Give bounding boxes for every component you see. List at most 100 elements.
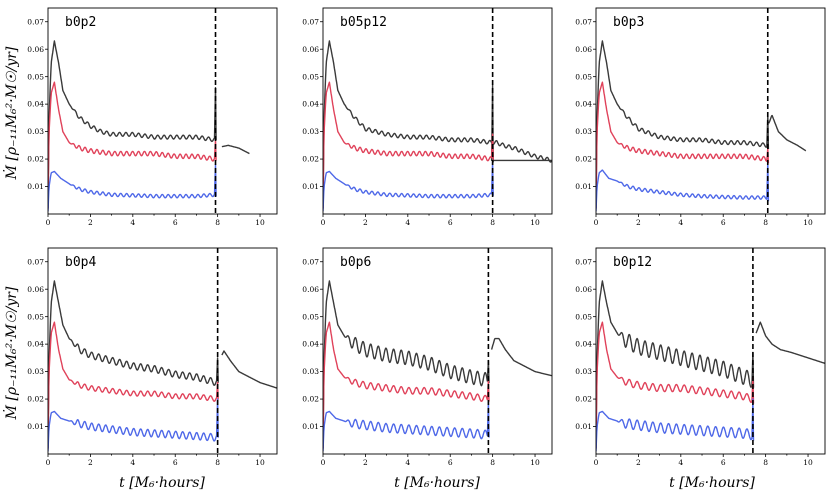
x-axis-title-center: t [M₆·hours] [394,475,480,491]
y-tick-label: 0.02 [302,155,319,164]
series-red-line [323,321,490,449]
series-blue-line [48,163,217,212]
x-tick-label: 10 [803,458,813,467]
x-tick-label: 4 [678,218,683,227]
x-tick-label: 6 [721,218,726,227]
axes-frame [322,247,553,455]
series-blue-line [596,161,770,212]
x-tick-label: 2 [363,218,368,227]
x-tick-label: 0 [321,458,326,467]
x-tick-label: 10 [255,458,265,467]
x-tick-label: 2 [88,458,93,467]
x-tick-label: 8 [763,218,768,227]
series-total-line [323,280,490,449]
y-tick-label: 0.05 [575,72,592,81]
x-tick-label: 10 [530,218,540,227]
x-tick-label: 8 [215,458,220,467]
axes-frame [595,7,826,215]
x-tick-label: 8 [490,218,495,227]
y-tick-label: 0.05 [302,72,319,81]
y-axis-title-bottom: Ṁ [ρ₋₁₁M₆²·M☉/yr] [2,286,20,420]
y-tick-label: 0.06 [575,45,592,54]
panel-b0p12: 0 2 4 6 8 10 0.01 0.02 0.03 0.04 0.05 0.06 0.07 b0p12 [575,247,826,467]
series-red-line [323,81,494,209]
y-tick-label: 0.03 [27,127,44,136]
y-tick-label: 0.01 [575,422,592,431]
series-total_after-line [768,114,807,152]
axes-frame [47,7,278,215]
axes-frame [47,247,278,455]
x-tick-label: 4 [678,458,683,467]
y-tick-label: 0.05 [302,312,319,321]
plot-area [323,8,552,214]
y-tick-label: 0.03 [27,367,44,376]
y-tick-label: 0.03 [575,367,592,376]
y-tick-label: 0.05 [27,312,44,321]
x-tick-label: 8 [215,218,220,227]
panel-label: b0p6 [340,255,371,270]
x-tick-label: 10 [530,458,540,467]
x-tick-label: 6 [173,218,178,227]
y-tick-label: 0.02 [575,155,592,164]
x-tick-label: 8 [490,458,495,467]
plot-area [596,8,807,214]
x-tick-label: 6 [173,458,178,467]
x-tick-label: 2 [363,458,368,467]
x-tick-label: 10 [803,218,813,227]
y-tick-label: 0.02 [27,395,44,404]
y-tick-label: 0.06 [302,285,319,294]
plot-area [48,8,250,214]
y-tick-label: 0.01 [575,182,592,191]
panel-b0p2: 0 2 4 6 8 10 0.01 0.02 0.03 0.04 0.05 0.06 0.07 b0p2 [27,7,278,227]
x-tick-label: 4 [405,218,410,227]
x-tick-label: 6 [721,458,726,467]
x-tick-label: 0 [321,218,326,227]
x-tick-label: 2 [636,218,641,227]
x-tick-label: 0 [594,458,599,467]
panel-label: b0p12 [613,255,652,270]
x-tick-label: 4 [130,458,135,467]
y-axis-title-top: Ṁ [ρ₋₁₁M₆²·M☉/yr] [2,46,20,180]
x-axis-title-right: t [M₆·hours] [669,475,755,491]
y-tick-label: 0.04 [575,100,592,109]
y-tick-label: 0.04 [575,340,592,349]
series-total_after-line [221,144,250,155]
y-tick-label: 0.04 [302,100,319,109]
y-tick-label: 0.02 [27,155,44,164]
y-tick-label: 0.04 [27,100,44,109]
series-blue-line [323,401,490,452]
y-tick-label: 0.07 [302,257,319,266]
x-tick-label: 0 [46,218,51,227]
y-tick-label: 0.01 [27,182,44,191]
panel-label: b0p4 [65,255,96,270]
panel-b0p3: 0 2 4 6 8 10 0.01 0.02 0.03 0.04 0.05 0.06 0.07 b0p3 [575,7,826,227]
series-total_after-line [755,321,825,365]
y-tick-label: 0.01 [302,422,319,431]
y-tick-label: 0.03 [575,127,592,136]
series-red-line [48,321,219,449]
series-blue-line [48,398,219,452]
panel-label: b0p2 [65,15,96,30]
series-total-line [48,40,217,209]
y-tick-label: 0.07 [302,17,319,26]
panel-label: b05p12 [340,15,387,30]
axes-frame [595,247,826,455]
series-total-line [48,280,219,449]
y-tick-label: 0.01 [302,182,319,191]
y-tick-label: 0.05 [575,312,592,321]
panel-b0p6: 0 2 4 6 8 10 0.01 0.02 0.03 0.04 0.05 0.06 0.07 b0p6 [302,247,553,467]
y-tick-label: 0.05 [27,72,44,81]
y-tick-label: 0.06 [575,285,592,294]
axes-frame [322,7,553,215]
y-tick-label: 0.03 [302,367,319,376]
y-tick-label: 0.06 [27,45,44,54]
y-tick-label: 0.07 [575,17,592,26]
plot-area [48,248,277,454]
x-tick-label: 4 [405,458,410,467]
x-tick-label: 6 [448,458,453,467]
y-tick-label: 0.02 [302,395,319,404]
x-tick-label: 2 [88,218,93,227]
series-red-line [596,81,770,209]
series-total_after-line [221,350,277,389]
